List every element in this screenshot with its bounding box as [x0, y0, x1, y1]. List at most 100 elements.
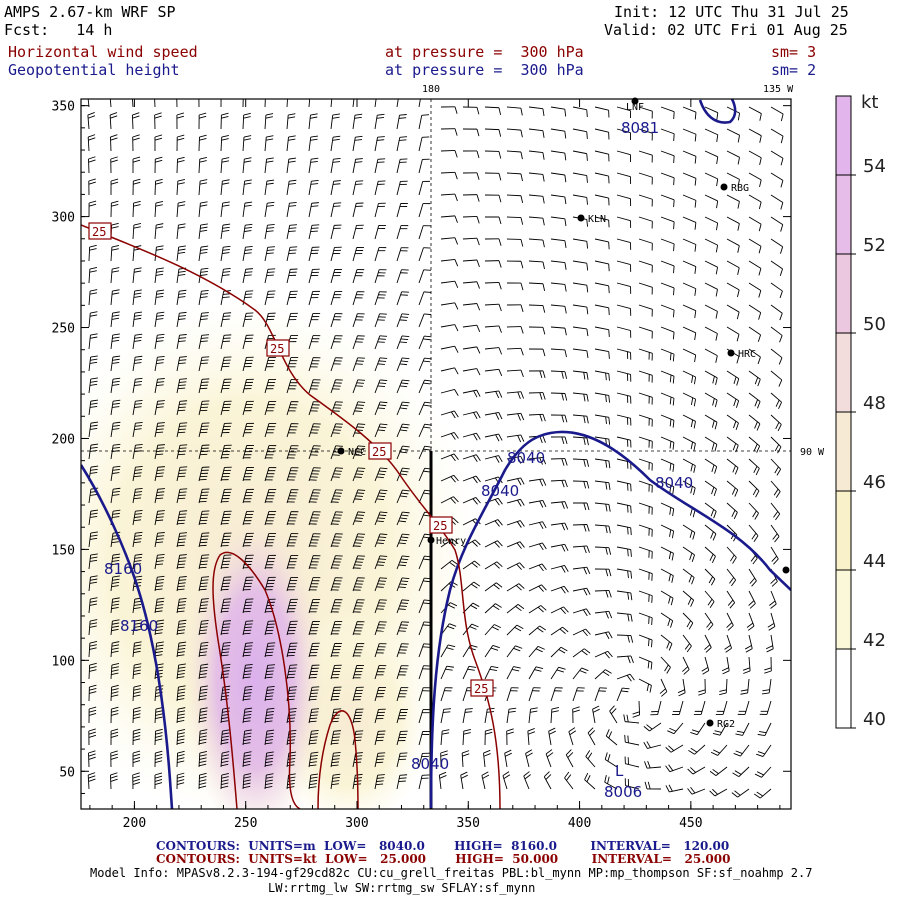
wind-barb — [528, 326, 546, 335]
wind-barb — [308, 202, 319, 218]
wind-barb — [176, 641, 187, 658]
wind-barb — [550, 606, 569, 614]
wind-barb — [88, 684, 97, 702]
wind-barb — [594, 370, 610, 381]
wind-barb — [308, 708, 319, 724]
wind-barb — [330, 773, 341, 790]
wind-barb — [660, 480, 675, 494]
wind-barb — [198, 334, 210, 350]
wind-barb — [484, 172, 502, 181]
wind-barb — [733, 744, 750, 757]
wind-barb — [665, 744, 684, 753]
station-label-rbg: RBG — [731, 183, 749, 194]
wind-barb — [242, 99, 244, 108]
wind-barb — [770, 414, 782, 432]
wind-barb — [682, 524, 696, 540]
station-dot-lnf — [631, 97, 639, 105]
wind-barb — [308, 620, 320, 636]
y-tick-labels: 50 100 150 200 250 300 350 — [52, 100, 75, 781]
wind-barb — [308, 489, 321, 504]
contour-8040 — [429, 430, 791, 809]
wind-barb — [286, 598, 298, 614]
wind-barb — [352, 686, 364, 702]
wind-barb — [616, 194, 632, 206]
wind-barb — [330, 268, 342, 284]
wind-barb — [374, 555, 388, 570]
wind-barb — [726, 238, 740, 253]
wind-barb — [154, 178, 163, 196]
height-label-8040-a: 8040 — [507, 449, 545, 467]
wind-barb — [110, 267, 120, 284]
field1-name: Horizontal wind speed — [8, 43, 198, 61]
wind-barb — [767, 612, 776, 631]
wind-barb — [110, 421, 121, 438]
wind-barb — [765, 634, 774, 653]
wind-barb — [374, 180, 386, 196]
wind-barb — [550, 194, 567, 205]
wind-barb — [484, 325, 502, 333]
wind-barb — [462, 581, 481, 592]
wind-barb — [352, 401, 366, 416]
wind-barb — [616, 590, 633, 601]
wind-barb — [242, 378, 254, 394]
wind-barb — [198, 356, 210, 372]
wind-barb — [330, 202, 342, 218]
wind-barb — [616, 612, 633, 622]
wind-barb — [594, 631, 613, 640]
wind-barb — [605, 729, 618, 746]
wind-barb — [550, 326, 567, 336]
height-label-8160-b: 8160 — [120, 617, 158, 635]
wind-barb — [616, 260, 632, 272]
wind-barb — [154, 466, 165, 482]
wind-barb — [462, 454, 481, 462]
wind-barb — [604, 752, 618, 768]
wind-barb — [726, 216, 740, 231]
wind-barb — [682, 656, 690, 675]
wind-barb — [550, 707, 560, 724]
wind-barb — [132, 750, 141, 768]
wind-barb — [594, 687, 607, 702]
wind-barb — [748, 106, 762, 121]
wind-barb — [132, 663, 142, 680]
colorbar-segment — [835, 411, 852, 492]
wind-barb — [748, 458, 760, 476]
wind-barb — [643, 722, 662, 732]
meridian-label-90w: 90 W — [800, 447, 825, 458]
wind-barb — [440, 302, 459, 310]
wind-barb — [88, 355, 98, 372]
wind-barb — [484, 260, 502, 268]
wind-barb — [264, 642, 276, 658]
wind-barb — [726, 568, 737, 587]
wind-barb — [748, 282, 762, 298]
wind-barb — [220, 576, 232, 592]
wind-barb — [308, 335, 321, 350]
wind-barb — [396, 335, 410, 350]
valid-time: Valid: 02 UTC Fri 01 Aug 25 — [604, 21, 848, 39]
wind-barb — [396, 555, 410, 570]
wind-barb — [770, 392, 782, 409]
wind-barb — [659, 678, 668, 697]
wind-barb — [154, 289, 165, 306]
wind-barb — [330, 313, 343, 328]
wind-barb — [660, 150, 675, 164]
stations: LNF RBG KLN HRC NCC Henry RG2 — [337, 97, 790, 730]
wind-barb — [198, 729, 208, 746]
wind-barb — [756, 744, 772, 757]
wind-barb — [374, 708, 386, 724]
wind-barb — [748, 238, 762, 254]
wind-barb — [87, 134, 96, 152]
wind-barb — [110, 245, 120, 262]
wind-barb — [198, 532, 210, 548]
wind-barb — [440, 215, 458, 223]
height-contours — [81, 99, 791, 809]
wind-barb — [682, 392, 697, 407]
wind-barb — [528, 413, 546, 422]
wind-barb — [726, 612, 734, 631]
wind-barb — [462, 411, 481, 419]
wind-barb — [396, 269, 409, 284]
wind-barb — [585, 750, 596, 768]
wind-barb — [440, 106, 458, 114]
wind-barb — [88, 244, 97, 262]
wind-barb — [154, 553, 165, 570]
wind-barb — [660, 370, 675, 384]
